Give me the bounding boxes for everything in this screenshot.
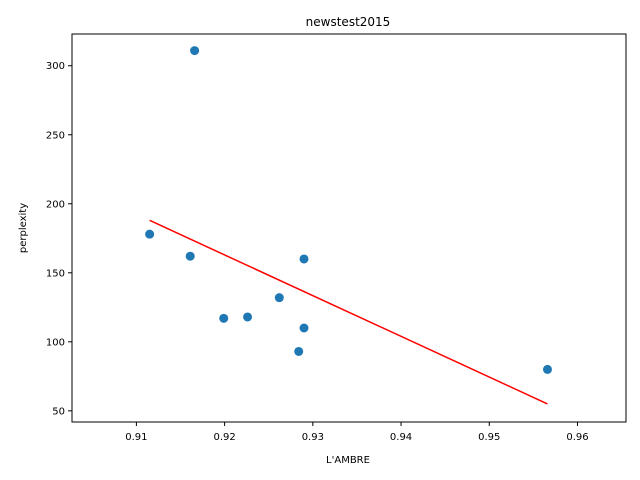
regression-line (149, 219, 548, 405)
chart-title: newstest2015 (306, 15, 391, 29)
scatter-point (294, 346, 304, 356)
x-tick-label: 0.93 (302, 432, 324, 443)
scatter-point (243, 312, 253, 322)
scatter-point (299, 254, 309, 264)
y-tick-label: 200 (46, 199, 65, 210)
plot-area (145, 46, 552, 405)
x-tick-label: 0.94 (390, 432, 412, 443)
y-axis-label: perplexity (18, 203, 29, 253)
scatter-point (299, 323, 309, 333)
x-tick-label: 0.96 (566, 432, 588, 443)
y-tick-label: 250 (46, 130, 65, 141)
scatter-point (145, 229, 155, 239)
scatter-point (219, 313, 229, 323)
x-tick-label: 0.95 (478, 432, 500, 443)
scatter-point (190, 46, 200, 56)
y-tick-label: 300 (46, 61, 65, 72)
x-axis-label: L'AMBRE (326, 455, 370, 466)
x-tick-label: 0.92 (213, 432, 235, 443)
y-tick-label: 150 (46, 268, 65, 279)
x-axis: 0.91 0.92 0.93 0.94 0.95 0.96 (125, 422, 589, 443)
y-axis: 50 100 150 200 250 300 (46, 61, 72, 417)
y-tick-label: 100 (46, 337, 65, 348)
scatter-point (542, 364, 552, 374)
y-tick-label: 50 (52, 406, 65, 417)
scatter-point (185, 251, 195, 261)
plot-frame (71, 33, 627, 423)
x-tick-label: 0.91 (125, 432, 147, 443)
scatter-point (274, 293, 284, 303)
